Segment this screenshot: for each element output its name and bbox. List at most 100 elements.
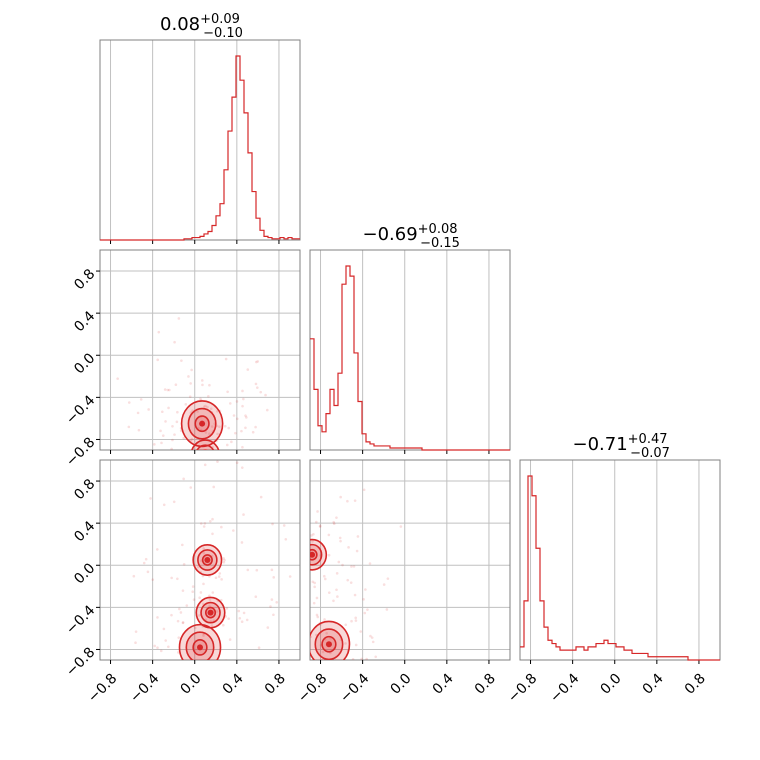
scatter-point	[363, 611, 367, 615]
scatter-point	[296, 591, 299, 594]
scatter-point	[238, 631, 241, 634]
density-peak	[199, 420, 206, 427]
scatter-point	[231, 478, 234, 481]
scatter-point	[225, 607, 229, 610]
scatter-point	[364, 588, 367, 591]
scatter-point	[325, 701, 328, 704]
scatter-point	[224, 721, 227, 724]
scatter-point	[286, 523, 289, 526]
density-peak	[325, 641, 332, 648]
scatter-point	[295, 510, 298, 513]
scatter-point	[255, 538, 258, 541]
scatter-point	[369, 665, 372, 668]
scatter-point	[200, 739, 203, 742]
scatter-point	[153, 644, 157, 648]
scatter-point	[232, 529, 235, 532]
scatter-point	[313, 585, 316, 589]
scatter-point	[313, 581, 316, 585]
scatter-point	[321, 650, 325, 654]
scatter-point	[346, 578, 350, 582]
scatter-point	[316, 510, 319, 513]
scatter-point	[166, 488, 169, 491]
title-param-1: 0.08+0.09	[160, 12, 240, 35]
scatter-point	[201, 383, 204, 387]
scatter-point	[203, 501, 206, 504]
histogram-panel-1	[99, 39, 301, 244]
scatter-point	[195, 722, 198, 725]
title-2-plus: +0.08	[418, 222, 458, 237]
scatter-point	[196, 410, 199, 413]
scatter-point	[164, 639, 167, 642]
scatter-point	[365, 657, 368, 660]
scatter-point	[332, 522, 336, 526]
scatter-point	[223, 424, 227, 428]
scatter-point	[275, 600, 279, 604]
scatter-point	[293, 474, 296, 477]
scatter-point	[225, 711, 228, 714]
scatter-point	[191, 501, 194, 504]
scatter-point	[156, 358, 160, 362]
scatter-point	[327, 591, 331, 594]
y-tick-label: 0.4	[71, 518, 98, 545]
scatter-point	[199, 591, 203, 594]
scatter-point	[218, 425, 221, 428]
scatter-point	[368, 562, 372, 565]
scatter-point	[255, 568, 259, 572]
scatter-point	[204, 493, 207, 496]
scatter-point	[271, 522, 274, 526]
scatter-point	[250, 466, 253, 469]
scatter-point	[160, 441, 163, 445]
title-param-1-minus: −0.10	[203, 26, 243, 41]
scatter-point	[246, 368, 250, 371]
scatter-point	[116, 377, 119, 380]
scatter-point	[306, 548, 309, 551]
scatter-point	[312, 532, 315, 536]
scatter-point	[172, 500, 176, 504]
scatter-point	[128, 476, 131, 479]
scatter-point	[176, 619, 180, 623]
scatter-point	[185, 604, 189, 607]
scatter-point	[181, 621, 185, 625]
x-tick-label: 0.4	[430, 671, 457, 698]
scatter-point	[134, 630, 138, 633]
scatter-point	[223, 466, 226, 469]
scatter-point	[341, 668, 344, 671]
scatter-point	[185, 460, 188, 463]
scatter-point	[134, 641, 137, 645]
histogram-step-line	[100, 55, 300, 241]
scatter-point	[339, 495, 342, 499]
scatter-point	[306, 616, 309, 619]
scatter-point	[335, 588, 338, 592]
y-tick-label: 0.4	[71, 308, 98, 335]
scatter-point	[173, 340, 176, 344]
scatter-point	[239, 464, 242, 467]
panel-marks	[116, 317, 269, 535]
density-peak	[310, 551, 316, 558]
y-tick-label: 0.8	[71, 266, 98, 293]
scatter-point	[187, 375, 190, 378]
scatter-point	[295, 416, 298, 419]
scatter-point	[235, 461, 239, 465]
scatter-point	[212, 485, 216, 489]
scatter-point	[385, 608, 389, 611]
scatter-point	[229, 595, 232, 598]
scatter-point	[233, 557, 236, 560]
scatter-point	[311, 580, 315, 584]
scatter-point	[162, 627, 166, 631]
scatter-point	[284, 568, 287, 571]
scatter-point	[329, 663, 332, 666]
scatter-point	[179, 611, 183, 614]
scatter-point	[177, 636, 181, 639]
scatter-point	[209, 500, 212, 503]
scatter-point	[291, 651, 294, 654]
scatter-point	[344, 623, 348, 627]
scatter-point	[191, 532, 194, 535]
scatter-point	[167, 645, 170, 649]
scatter-point	[167, 698, 170, 701]
scatter-point	[143, 456, 146, 459]
scatter-point	[168, 666, 171, 669]
scatter-point	[301, 658, 304, 661]
density-peak	[207, 609, 214, 616]
scatter-point	[244, 414, 247, 417]
scatter-point	[310, 534, 313, 537]
